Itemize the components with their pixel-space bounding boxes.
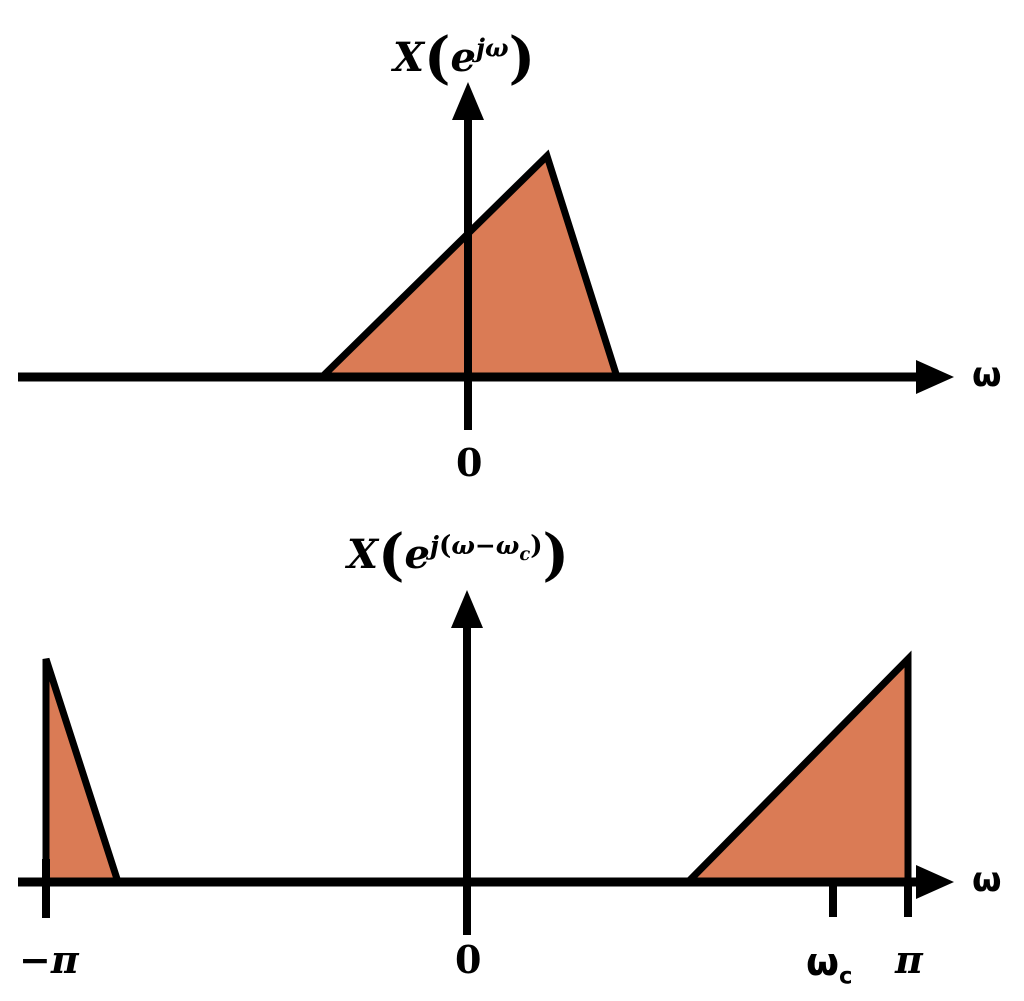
plot1-y-axis-title: X(ejω)	[393, 24, 535, 86]
plot2-x-axis-label: ω	[972, 860, 1002, 900]
plot2-tick-label-omega-c: ωc	[806, 940, 853, 988]
omega-subscript-c: c	[839, 963, 853, 990]
x-axis-arrowhead-plot2	[916, 865, 954, 899]
plot2-tick-label-pi: π	[895, 937, 923, 982]
spectrum-triangle-left-lobe	[42, 657, 123, 886]
plot1-title-close-paren: )	[508, 25, 536, 91]
plot2-title-exponent-minus: −	[474, 530, 496, 560]
plot2-tick-label-origin: 0	[455, 937, 482, 982]
plot1-title-base: e	[450, 34, 476, 81]
plot1-title-open-paren: (	[424, 25, 451, 91]
plot2-title-function: X	[347, 531, 379, 578]
plot2-y-axis-title: X ( ej(ω−ωc))	[347, 521, 569, 583]
pi-symbol: π	[50, 937, 79, 982]
plot1-title-function: X	[393, 34, 425, 81]
plot2-title-exponent-subscript-c: c	[519, 543, 531, 565]
spectrum-triangle-right-lobe	[679, 650, 912, 886]
plot2-title-exponent-omega-c: ω	[495, 530, 520, 560]
y-axis-arrowhead-plot2	[451, 590, 483, 628]
plot1-tick-label-origin: 0	[456, 440, 483, 485]
plot2-title-exponent-open-paren: (	[438, 530, 452, 561]
plot2-title-base: e	[404, 531, 430, 578]
plot1-title-exponent: jω	[476, 34, 509, 63]
plot1-x-axis-label: ω	[972, 355, 1002, 395]
plot2-tick-label-minus-pi: −π	[19, 941, 79, 979]
plot2-title-open-paren: (	[378, 522, 405, 588]
plot1-title-exponent-omega: ω	[484, 33, 509, 63]
plot2-title-exponent-close-paren: )	[530, 530, 543, 561]
plot2-title-exponent-j: j	[430, 530, 439, 560]
x-axis-arrowhead-plot1	[916, 360, 954, 394]
minus-sign: −	[19, 937, 51, 982]
omega-symbol: ω	[806, 940, 840, 984]
plot2-title-close-paren: )	[542, 522, 570, 588]
plot2-title-exponent: j(ω−ωc)	[430, 530, 543, 563]
plot2-title-exponent-omega: ω	[451, 530, 475, 560]
plot-shifted-spectrum	[18, 590, 954, 935]
plot1-title-exponent-j: j	[476, 33, 485, 63]
y-axis-arrowhead-plot1	[452, 82, 484, 120]
plot-original-spectrum	[18, 82, 954, 430]
